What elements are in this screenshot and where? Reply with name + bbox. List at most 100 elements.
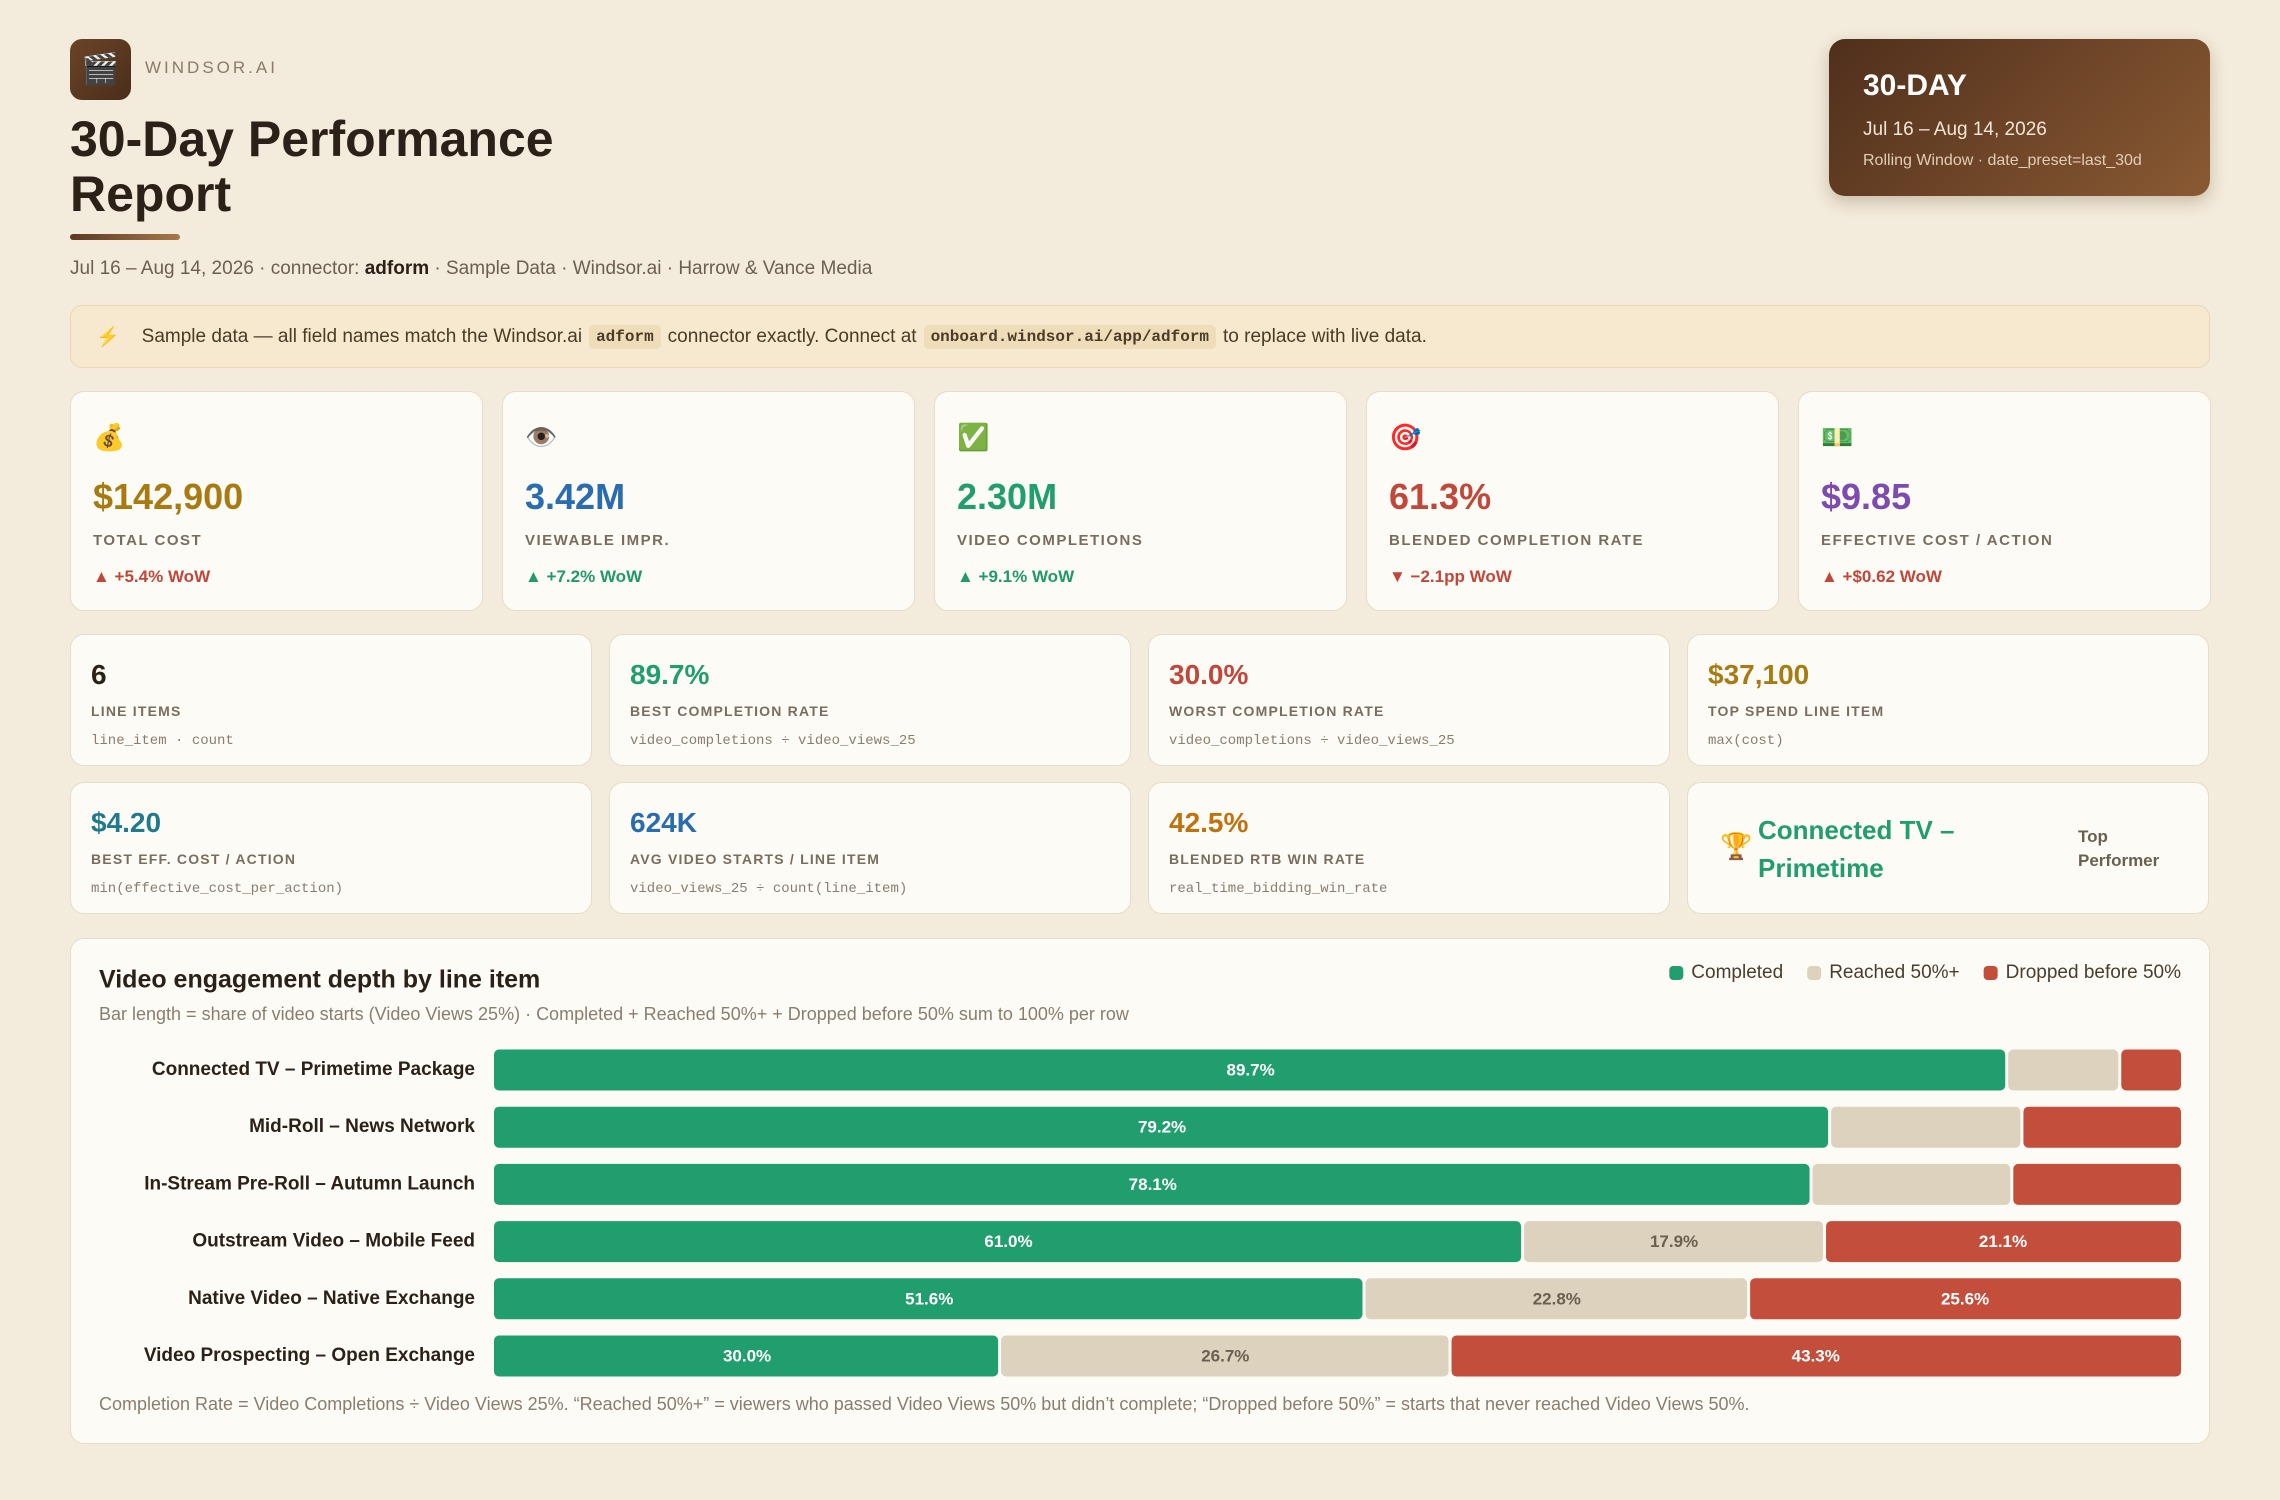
period-card: 30-DAY Jul 16 – Aug 14, 2026 Rolling Win… <box>1829 39 2210 196</box>
bar-value-label: 61.0% <box>984 1232 1032 1251</box>
chart-subtitle: Bar length = share of video starts (Vide… <box>99 1004 1130 1024</box>
legend-swatch <box>1669 966 1684 980</box>
stat-value: $4.20 <box>91 807 162 838</box>
period-note: Rolling Window · date_preset=last_30d <box>1863 152 2142 169</box>
stat-value: 30.0% <box>1169 659 1249 690</box>
kpi-label: BLENDED COMPLETION RATE <box>1389 532 1645 549</box>
category-label: Video Prospecting – Open Exchange <box>144 1345 475 1366</box>
category-label: Native Video – Native Exchange <box>188 1288 475 1309</box>
kpi-card: 💰 $142,900 TOTAL COST ▲ +5.4% WoW <box>70 391 483 611</box>
kpi-card: ✅ 2.30M VIDEO COMPLETIONS ▲ +9.1% WoW <box>934 391 1347 611</box>
bar-value-label: 79.2% <box>1138 1118 1186 1137</box>
kpi-label: TOTAL COST <box>93 532 203 549</box>
kpi-label: EFFECTIVE COST / ACTION <box>1821 532 2054 549</box>
subtitle-dates: Jul 16 – Aug 14, 2026 · connector: <box>70 258 360 279</box>
stat-value: 6 <box>91 659 107 690</box>
banner-text: connector exactly. Connect at <box>667 325 917 347</box>
category-label: Mid-Roll – News Network <box>249 1116 475 1137</box>
stat-value: 89.7% <box>630 659 710 690</box>
stat-card: $4.20 BEST EFF. COST / ACTION min(effectiv… <box>70 782 592 914</box>
period-label: 30-DAY <box>1863 69 1967 102</box>
kpi-value: 2.30M <box>957 476 1058 517</box>
stat-value: 42.5% <box>1169 807 1249 838</box>
bar-segment <box>1831 1106 2021 1148</box>
banner-code: adform <box>589 324 661 349</box>
legend-label: Dropped before 50% <box>2006 962 2181 983</box>
kpi-icon: 💵 <box>1821 422 1854 452</box>
stat-card: 42.5% BLENDED RTB WIN RATE real_time_biddi… <box>1148 782 1670 914</box>
brand: WINDSOR.AI <box>145 58 278 77</box>
title-underline <box>70 234 180 240</box>
stat-card: 6 LINE ITEMS line_item · count <box>70 634 592 766</box>
stat-formula: max(cost) <box>1708 733 1784 749</box>
bar-segment <box>1451 1335 2181 1377</box>
bar-segment <box>1750 1278 2181 1320</box>
top-performer-name: Connected TV – Primetime <box>1758 815 1955 883</box>
subtitle-rest: · Sample Data · Windsor.ai · Harrow & Va… <box>434 258 873 279</box>
stat-label: AVG VIDEO STARTS / LINE ITEM <box>630 851 881 867</box>
kpi-icon: ✅ <box>957 422 990 452</box>
kpi-label: VIDEO COMPLETIONS <box>957 532 1144 549</box>
stat-label: BEST COMPLETION RATE <box>630 703 830 719</box>
bar-value-label: 78.1% <box>1129 1175 1177 1194</box>
chart-title: Video engagement depth by line item <box>99 966 540 994</box>
bar-value-label: 22.8% <box>1533 1289 1581 1308</box>
kpi-value: 3.42M <box>525 476 626 517</box>
top-performer-label: Top Performer <box>2078 827 2160 870</box>
stat-formula: video_views_25 ÷ count(line_item) <box>630 881 908 897</box>
kpi-change: ▲ +5.4% WoW <box>93 567 211 586</box>
stat-label: WORST COMPLETION RATE <box>1169 703 1385 719</box>
bar-segment <box>494 1278 1363 1320</box>
category-label: Connected TV – Primetime Package <box>152 1059 475 1080</box>
bar-segment <box>494 1221 1522 1263</box>
bar-segment <box>2121 1049 2181 1091</box>
stat-formula: real_time_bidding_win_rate <box>1169 881 1388 897</box>
banner-text: to replace with live data. <box>1223 325 1427 347</box>
stat-label: TOP SPEND LINE ITEM <box>1708 703 1885 719</box>
bar-value-label: 26.7% <box>1201 1346 1249 1365</box>
kpi-change: ▲ +9.1% WoW <box>957 567 1075 586</box>
banner-code: onboard.windsor.ai/app/adform <box>923 324 1217 349</box>
chart-panel: Video engagement depth by line item Bar … <box>70 938 2210 1444</box>
stat-label: LINE ITEMS <box>91 703 182 719</box>
banner-icon: ⚡ <box>96 326 120 348</box>
bar-segment <box>2013 1163 2181 1205</box>
bar-segment <box>2023 1106 2181 1148</box>
bar-segment <box>494 1049 2006 1091</box>
subtitle: Jul 16 – Aug 14, 2026 · connector: adfor… <box>70 258 872 280</box>
category-label: Outstream Video – Mobile Feed <box>192 1231 475 1252</box>
kpi-value: 61.3% <box>1389 476 1492 517</box>
period-range: Jul 16 – Aug 14, 2026 <box>1863 119 2047 140</box>
banner: ⚡ Sample data — all field names match th… <box>70 305 2210 368</box>
stat-formula: video_completions ÷ video_views_25 <box>630 733 916 749</box>
kpi-change: ▲ +7.2% WoW <box>525 567 643 586</box>
bar-value-label: 25.6% <box>1941 1289 1989 1308</box>
kpi-change: ▲ +$0.62 WoW <box>1821 567 1942 586</box>
bar-segment <box>1826 1221 2181 1263</box>
kpi-label: VIEWABLE IMPR. <box>525 532 671 549</box>
kpi-icon: 👁️ <box>525 422 558 452</box>
stat-formula: line_item · count <box>91 733 234 749</box>
bar-segment <box>1001 1335 1449 1377</box>
chart-footnote: Completion Rate = Video Completions ÷ Vi… <box>99 1394 1750 1414</box>
stat-card: 30.0% WORST COMPLETION RATE video_completi… <box>1148 634 1670 766</box>
kpi-icon: 🎯 <box>1389 422 1422 452</box>
stat-formula: video_completions ÷ video_views_25 <box>1169 733 1455 749</box>
kpi-card: 💵 $9.85 EFFECTIVE COST / ACTION ▲ +$0.62 Wo… <box>1798 391 2211 611</box>
bar-segment <box>494 1106 1829 1148</box>
kpi-card: 👁️ 3.42M VIEWABLE IMPR. ▲ +7.2% WoW <box>502 391 915 611</box>
chart: Video engagement depth by line item Bar … <box>99 962 2181 1414</box>
kpi-card: 🎯 61.3% BLENDED COMPLETION RATE ▼ −2.1pp Wo… <box>1366 391 1779 611</box>
bar-segment <box>1524 1221 1824 1263</box>
kpi-value: $9.85 <box>1821 476 1912 517</box>
stat-value: 624K <box>630 807 697 838</box>
stat-value: $37,100 <box>1708 659 1810 690</box>
bar-value-label: 30.0% <box>723 1346 771 1365</box>
connector: adform <box>364 258 430 279</box>
logo: 🎬 <box>70 39 131 100</box>
bar-segment <box>2008 1049 2119 1091</box>
bar-value-label: 89.7% <box>1227 1060 1275 1079</box>
bar-segment <box>1365 1278 1748 1320</box>
kpi-change: ▼ −2.1pp WoW <box>1389 567 1512 586</box>
